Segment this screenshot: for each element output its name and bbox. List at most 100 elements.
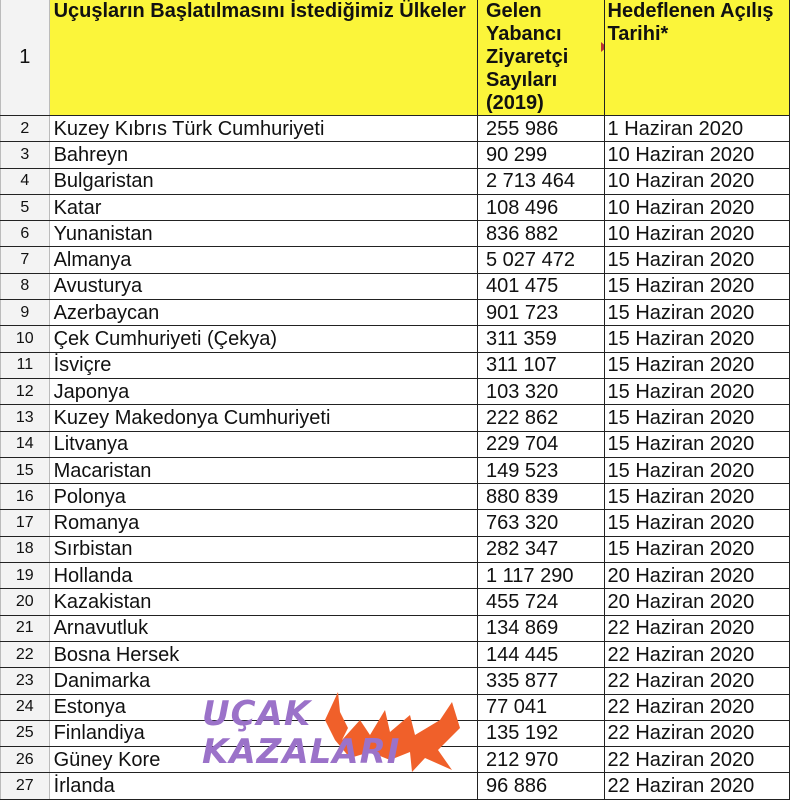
cell-visitors[interactable]: 1 117 290 <box>476 562 605 590</box>
cell-date[interactable]: 15 Haziran 2020 <box>603 483 790 511</box>
cell-country[interactable]: Japonya <box>48 377 478 406</box>
cell-country[interactable]: Hollanda <box>48 562 478 590</box>
cell-date[interactable]: 15 Haziran 2020 <box>603 325 790 353</box>
cell-visitors[interactable]: 229 704 <box>476 430 605 458</box>
cell-visitors[interactable]: 5 027 472 <box>476 246 605 274</box>
header-date[interactable]: Hedeflenen Açılış Tarihi* <box>603 0 790 116</box>
cell-visitors[interactable]: 255 986 <box>476 114 605 143</box>
row-number[interactable]: 15 <box>0 456 50 485</box>
cell-visitors[interactable]: 880 839 <box>476 483 605 511</box>
row-number[interactable]: 4 <box>0 167 50 195</box>
cell-date[interactable]: 15 Haziran 2020 <box>603 272 790 301</box>
row-number[interactable]: 25 <box>0 719 50 748</box>
cell-date[interactable]: 15 Haziran 2020 <box>603 456 790 485</box>
row-number[interactable]: 21 <box>0 614 50 642</box>
cell-country[interactable]: Katar <box>48 193 478 222</box>
cell-country[interactable]: Azerbaycan <box>48 299 478 327</box>
header-country[interactable]: Uçuşların Başlatılmasını İstediğimiz Ülk… <box>48 0 478 116</box>
row-number[interactable]: 6 <box>0 220 50 248</box>
row-number[interactable]: 17 <box>0 509 50 537</box>
cell-country[interactable]: Almanya <box>48 246 478 274</box>
cell-date[interactable]: 20 Haziran 2020 <box>603 588 790 616</box>
row-number[interactable]: 5 <box>0 193 50 222</box>
row-number[interactable]: 18 <box>0 535 50 564</box>
row-number[interactable]: 13 <box>0 404 50 432</box>
cell-country[interactable]: Romanya <box>48 509 478 537</box>
cell-visitors[interactable]: 335 877 <box>476 667 605 695</box>
cell-visitors[interactable]: 311 359 <box>476 325 605 353</box>
cell-country[interactable]: Yunanistan <box>48 220 478 248</box>
row-number[interactable]: 7 <box>0 246 50 274</box>
row-number[interactable]: 22 <box>0 640 50 669</box>
cell-country[interactable]: Çek Cumhuriyeti (Çekya) <box>48 325 478 353</box>
cell-date[interactable]: 15 Haziran 2020 <box>603 404 790 432</box>
cell-date[interactable]: 15 Haziran 2020 <box>603 430 790 458</box>
cell-visitors[interactable]: 222 862 <box>476 404 605 432</box>
cell-visitors[interactable]: 311 107 <box>476 351 605 379</box>
cell-visitors[interactable]: 282 347 <box>476 535 605 564</box>
cell-visitors[interactable]: 763 320 <box>476 509 605 537</box>
cell-country[interactable]: Litvanya <box>48 430 478 458</box>
cell-visitors[interactable]: 2 713 464 <box>476 167 605 195</box>
cell-date[interactable]: 15 Haziran 2020 <box>603 509 790 537</box>
cell-visitors[interactable]: 455 724 <box>476 588 605 616</box>
cell-visitors[interactable]: 134 869 <box>476 614 605 642</box>
cell-date[interactable]: 22 Haziran 2020 <box>603 719 790 748</box>
cell-visitors[interactable]: 108 496 <box>476 193 605 222</box>
cell-date[interactable]: 22 Haziran 2020 <box>603 693 790 721</box>
cell-date[interactable]: 22 Haziran 2020 <box>603 772 790 800</box>
row-number[interactable]: 1 <box>0 0 50 116</box>
row-number[interactable]: 19 <box>0 562 50 590</box>
cell-country[interactable]: Estonya <box>48 693 478 721</box>
row-number[interactable]: 8 <box>0 272 50 301</box>
cell-country[interactable]: Bosna Hersek <box>48 640 478 669</box>
cell-country[interactable]: Bulgaristan <box>48 167 478 195</box>
cell-country[interactable]: Kuzey Makedonya Cumhuriyeti <box>48 404 478 432</box>
cell-visitors[interactable]: 96 886 <box>476 772 605 800</box>
cell-country[interactable]: Polonya <box>48 483 478 511</box>
row-number[interactable]: 11 <box>0 351 50 379</box>
cell-country[interactable]: Arnavutluk <box>48 614 478 642</box>
cell-visitors[interactable]: 144 445 <box>476 640 605 669</box>
cell-date[interactable]: 22 Haziran 2020 <box>603 746 790 774</box>
cell-visitors[interactable]: 135 192 <box>476 719 605 748</box>
cell-country[interactable]: Avusturya <box>48 272 478 301</box>
cell-date[interactable]: 10 Haziran 2020 <box>603 141 790 169</box>
cell-country[interactable]: Kazakistan <box>48 588 478 616</box>
cell-visitors[interactable]: 401 475 <box>476 272 605 301</box>
cell-country[interactable]: İsviçre <box>48 351 478 379</box>
row-number[interactable]: 3 <box>0 141 50 169</box>
row-number[interactable]: 23 <box>0 667 50 695</box>
cell-date[interactable]: 10 Haziran 2020 <box>603 193 790 222</box>
row-number[interactable]: 10 <box>0 325 50 353</box>
cell-country[interactable]: Macaristan <box>48 456 478 485</box>
cell-country[interactable]: Kuzey Kıbrıs Türk Cumhuriyeti <box>48 114 478 143</box>
cell-date[interactable]: 10 Haziran 2020 <box>603 167 790 195</box>
row-number[interactable]: 27 <box>0 772 50 800</box>
cell-visitors[interactable]: 90 299 <box>476 141 605 169</box>
cell-date[interactable]: 15 Haziran 2020 <box>603 535 790 564</box>
cell-visitors[interactable]: 901 723 <box>476 299 605 327</box>
cell-date[interactable]: 15 Haziran 2020 <box>603 299 790 327</box>
row-number[interactable]: 12 <box>0 377 50 406</box>
cell-visitors[interactable]: 836 882 <box>476 220 605 248</box>
cell-date[interactable]: 15 Haziran 2020 <box>603 246 790 274</box>
cell-date[interactable]: 15 Haziran 2020 <box>603 351 790 379</box>
row-number[interactable]: 20 <box>0 588 50 616</box>
cell-visitors[interactable]: 212 970 <box>476 746 605 774</box>
cell-visitors[interactable]: 103 320 <box>476 377 605 406</box>
cell-date[interactable]: 20 Haziran 2020 <box>603 562 790 590</box>
header-visitors[interactable]: Gelen Yabancı Ziyaretçi Sayıları (2019) <box>476 0 605 116</box>
cell-date[interactable]: 22 Haziran 2020 <box>603 614 790 642</box>
cell-visitors[interactable]: 149 523 <box>476 456 605 485</box>
cell-date[interactable]: 10 Haziran 2020 <box>603 220 790 248</box>
row-number[interactable]: 24 <box>0 693 50 721</box>
row-number[interactable]: 26 <box>0 746 50 774</box>
cell-date[interactable]: 22 Haziran 2020 <box>603 667 790 695</box>
cell-country[interactable]: Bahreyn <box>48 141 478 169</box>
cell-date[interactable]: 15 Haziran 2020 <box>603 377 790 406</box>
row-number[interactable]: 14 <box>0 430 50 458</box>
cell-date[interactable]: 22 Haziran 2020 <box>603 640 790 669</box>
row-number[interactable]: 9 <box>0 299 50 327</box>
row-number[interactable]: 16 <box>0 483 50 511</box>
